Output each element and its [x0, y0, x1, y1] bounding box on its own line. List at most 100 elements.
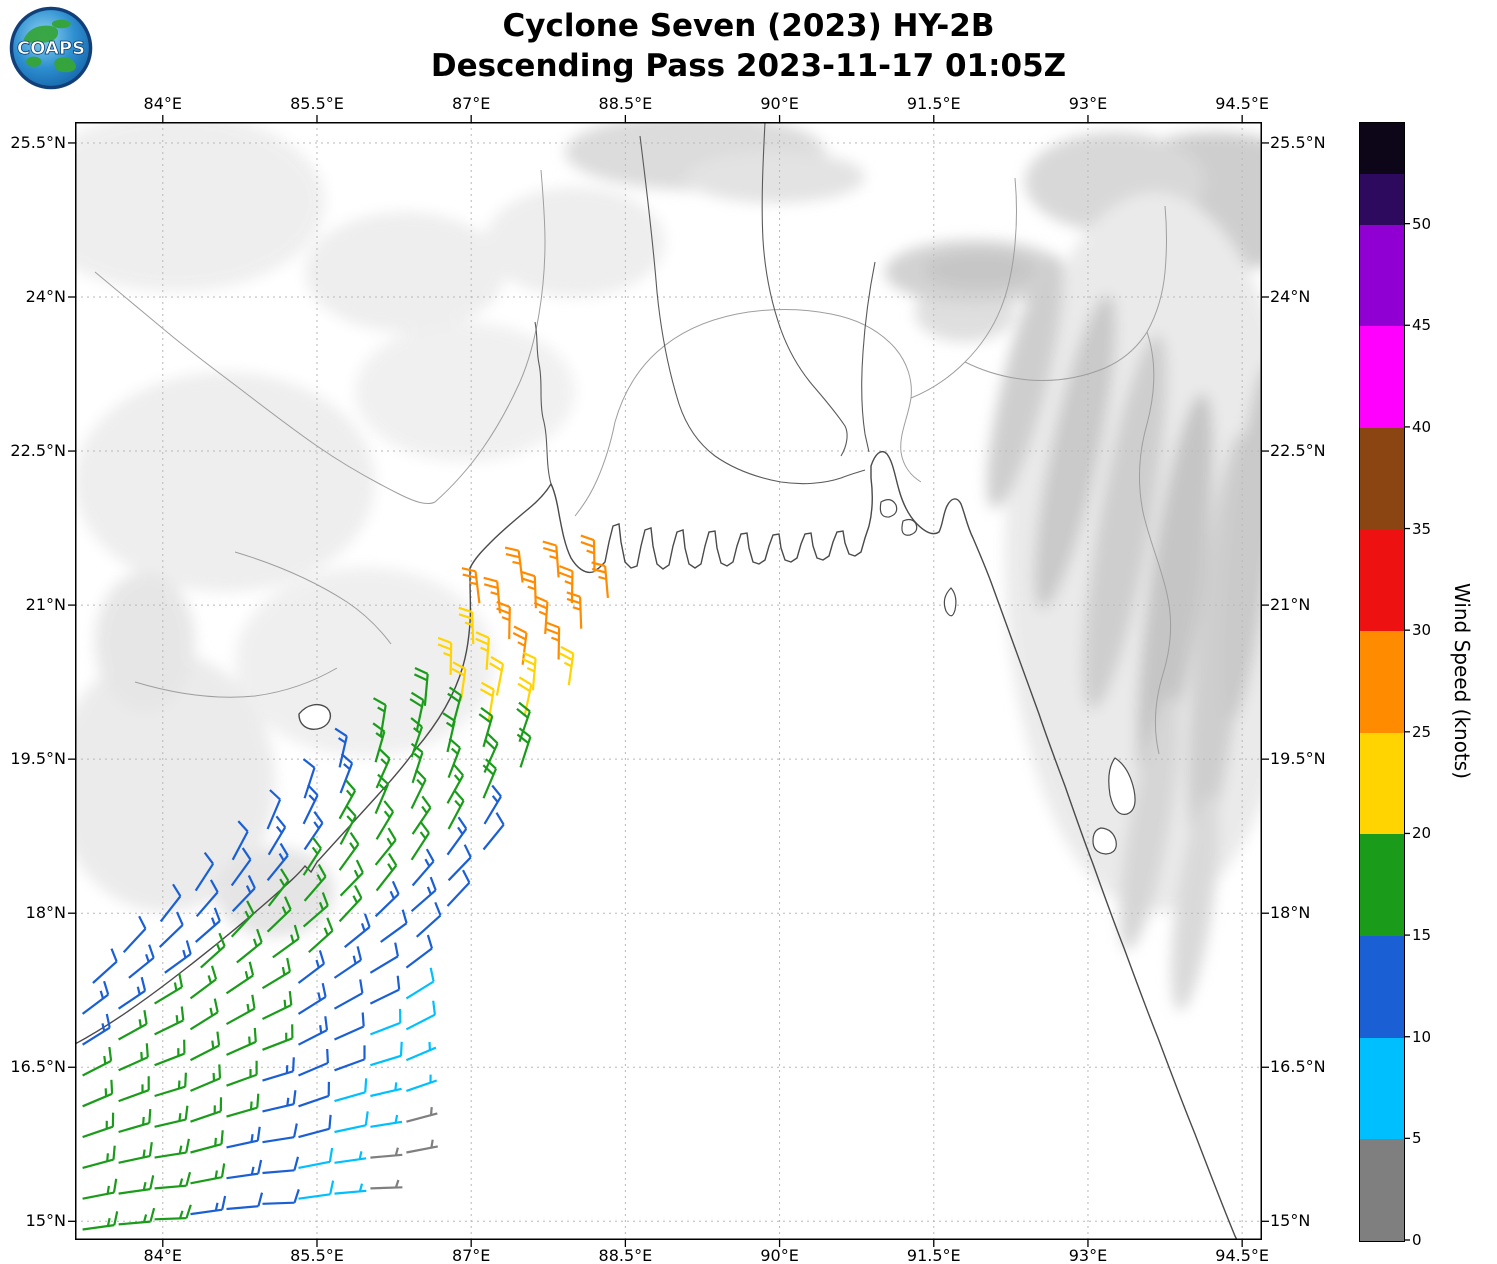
wind-barb [405, 934, 434, 969]
wind-barb [339, 804, 357, 845]
lat-tick-label: 22.5°N [10, 441, 66, 461]
wind-barb [154, 1105, 189, 1128]
wind-barb [558, 565, 574, 604]
lon-tick-label: 87°E [451, 94, 491, 113]
wind-barb [334, 1111, 369, 1134]
wind-barb [374, 827, 397, 866]
wind-barb [226, 1093, 260, 1118]
colorbar-segment [1360, 224, 1404, 327]
wind-barb [308, 917, 334, 954]
wind-barb [297, 1016, 329, 1046]
wind-barb [195, 879, 219, 918]
colorbar-segment [1360, 173, 1404, 225]
wind-barb [298, 1048, 329, 1077]
wind-barb [200, 932, 226, 969]
wind-barb [338, 831, 360, 871]
wind-barb [406, 1139, 439, 1154]
wind-barb [447, 789, 465, 830]
wind-barb [82, 1145, 116, 1169]
wind-barb [226, 1126, 261, 1149]
wind-barb [437, 636, 453, 675]
wind-barb [190, 1130, 224, 1154]
colorbar-segment [1360, 936, 1404, 1038]
wind-barb [496, 600, 511, 640]
wind-barb [446, 763, 465, 804]
wind-barb [411, 795, 432, 835]
plot-frame [75, 122, 1262, 1240]
wind-barb [302, 784, 319, 825]
wind-barb [372, 697, 387, 737]
wind-barb [226, 1159, 263, 1180]
wind-barb [411, 848, 435, 887]
wind-barb [118, 1010, 148, 1041]
wind-barb [302, 836, 322, 876]
colorbar-label: Wind Speed (knots) [1450, 582, 1474, 780]
colorbar-tick-label: 50 [1412, 214, 1432, 233]
wind-barb [158, 911, 184, 948]
wind-barb [297, 950, 326, 984]
lat-tick-label: 16.5°N [1270, 1057, 1326, 1077]
wind-barb [334, 1045, 366, 1072]
wind-barb [267, 815, 287, 856]
wind-barb [372, 722, 386, 763]
wind-barb [262, 990, 293, 1020]
wind-barb [339, 753, 354, 794]
wind-barb [82, 1112, 115, 1139]
wind-barb [266, 842, 289, 881]
wind-barb [410, 768, 427, 809]
wind-barb [225, 961, 255, 995]
wind-barb [118, 1043, 149, 1072]
lat-tick-label: 25.5°N [10, 132, 66, 152]
wind-barb [154, 1072, 187, 1098]
wind-barb [302, 892, 329, 928]
wind-barb [559, 645, 575, 686]
wind-barb [461, 567, 481, 604]
wind-barb [190, 1195, 227, 1216]
terrain-shading [75, 122, 1262, 1011]
lat-tick-label: 18°N [25, 903, 66, 923]
wind-barb [267, 868, 290, 907]
wind-barb [154, 1039, 186, 1067]
wind-barb [478, 707, 494, 748]
wind-barb [339, 859, 364, 897]
wind-barb [272, 924, 300, 959]
lon-tick-label: 84°E [143, 1246, 183, 1264]
wind-barb [82, 1178, 118, 1200]
wind-barb [298, 1114, 332, 1139]
logo-continent [54, 57, 76, 73]
wind-barb [82, 1211, 119, 1231]
wind-barb [521, 651, 537, 691]
wind-barb [190, 1064, 222, 1092]
lat-tick-label: 24°N [1270, 287, 1311, 306]
lon-tick-label: 93°E [1068, 94, 1108, 113]
colorbar-segment [1360, 732, 1404, 835]
wind-barb [566, 591, 583, 629]
wind-barb [154, 1204, 192, 1221]
wind-barb [370, 1082, 402, 1098]
wind-barb [370, 1041, 403, 1067]
wind-barb [225, 994, 256, 1026]
wind-barb [334, 1078, 368, 1103]
wind-barb [521, 570, 537, 609]
wind-barb [410, 876, 437, 913]
coastline [75, 450, 1238, 1240]
wind-barb [545, 621, 561, 660]
map [75, 122, 1262, 1240]
wind-barb [442, 712, 456, 753]
wind-barb [298, 1147, 334, 1169]
wind-barb [236, 928, 263, 964]
wind-barb [226, 1192, 264, 1211]
wind-barb [451, 661, 467, 701]
colorbar-segment [1360, 529, 1404, 632]
coaps-logo: COAPS [9, 6, 93, 90]
wind-barb [303, 863, 327, 902]
political-borders [94, 169, 1171, 755]
wind-barb [446, 816, 468, 856]
wind-barb [92, 948, 118, 984]
wind-barb [118, 1142, 153, 1164]
wind-barb [154, 1138, 190, 1159]
wind-barb [406, 1107, 438, 1123]
wind-barb [375, 800, 395, 840]
wind-barb [154, 1006, 185, 1036]
wind-barb [298, 1180, 335, 1200]
